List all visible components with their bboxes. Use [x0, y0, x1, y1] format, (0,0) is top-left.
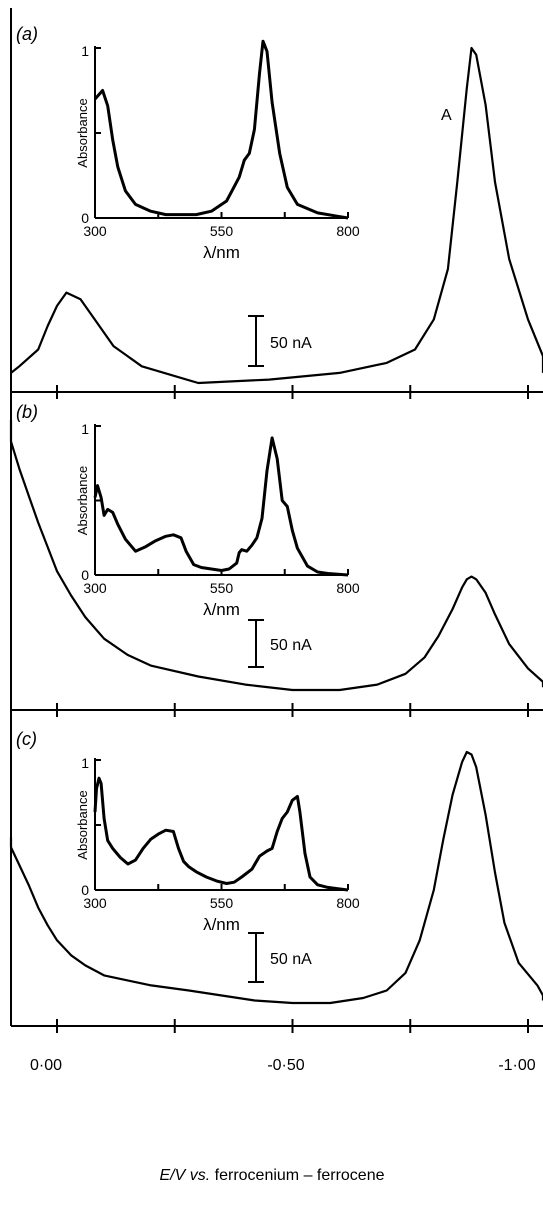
panel-a-label: (a)	[16, 24, 38, 44]
inset-x-tick-label: 550	[210, 223, 234, 239]
x-axis-title-ref: ferrocenium – ferrocene	[215, 1167, 385, 1184]
cv-series-line	[9, 750, 543, 1005]
inset-x-tick-label: 300	[83, 223, 107, 239]
inset-x-tick-label: 550	[210, 895, 234, 911]
cv-series-line	[9, 420, 543, 692]
panel-c-label: (c)	[16, 729, 37, 749]
insets: 0 1 300 550 800 λ/nm Absorbance 0 1 300 550 800 λ/nm…	[75, 39, 360, 934]
inset-spectrum-line	[93, 776, 349, 892]
x-axis-title: E/V vs. ferrocenium – ferrocene	[159, 1167, 384, 1184]
cv-curves	[9, 46, 543, 1005]
inset-y-tick-label: 0	[81, 567, 89, 583]
inset-x-tick-label: 300	[83, 895, 107, 911]
peak-label-a: A	[441, 107, 452, 124]
inset-x-tick-label: 800	[336, 223, 360, 239]
inset-x-tick-label: 800	[336, 895, 360, 911]
inset-y-tick-label: 0	[81, 882, 89, 898]
axis-ticks	[56, 385, 529, 1033]
scale-bar-b-label: 50 nA	[270, 637, 312, 654]
inset-y-tick-label: 1	[81, 43, 89, 59]
scale-bar-a-label: 50 nA	[270, 335, 312, 352]
absorbance-inset: 0 1 300 550 800 λ/nm Absorbance	[75, 39, 360, 262]
inset-y-label: Absorbance	[75, 466, 90, 535]
x-tick-label-2: -1·00	[498, 1057, 535, 1074]
absorbance-inset: 0 1 300 550 800 λ/nm Absorbance	[75, 755, 360, 934]
inset-x-tick-label: 800	[336, 580, 360, 596]
scale-bar-b	[248, 619, 264, 668]
absorbance-inset: 0 1 300 550 800 λ/nm Absorbance	[75, 421, 360, 619]
inset-y-label: Absorbance	[75, 98, 90, 167]
inset-x-label: λ/nm	[203, 915, 240, 934]
x-tick-label-0: 0·00	[30, 1057, 62, 1074]
scale-bar-c	[248, 932, 264, 983]
scale-bar-c-label: 50 nA	[270, 951, 312, 968]
inset-spectrum-line	[93, 39, 349, 220]
x-tick-label-1: -0·50	[267, 1057, 304, 1074]
x-axis-title-vs: vs.	[190, 1167, 210, 1184]
inset-y-tick-label: 1	[81, 421, 89, 437]
inset-x-tick-label: 300	[83, 580, 107, 596]
inset-x-label: λ/nm	[203, 243, 240, 262]
cv-series-line	[10, 46, 543, 385]
inset-y-tick-label: 1	[81, 755, 89, 771]
inset-x-label: λ/nm	[203, 600, 240, 619]
x-axis-title-unit: E/V	[159, 1167, 186, 1184]
inset-spectrum-line	[93, 436, 349, 577]
scale-bar-a	[248, 315, 264, 367]
inset-y-label: Absorbance	[75, 790, 90, 859]
panel-b-label: (b)	[16, 402, 38, 422]
inset-x-tick-label: 550	[210, 580, 234, 596]
inset-y-tick-label: 0	[81, 210, 89, 226]
